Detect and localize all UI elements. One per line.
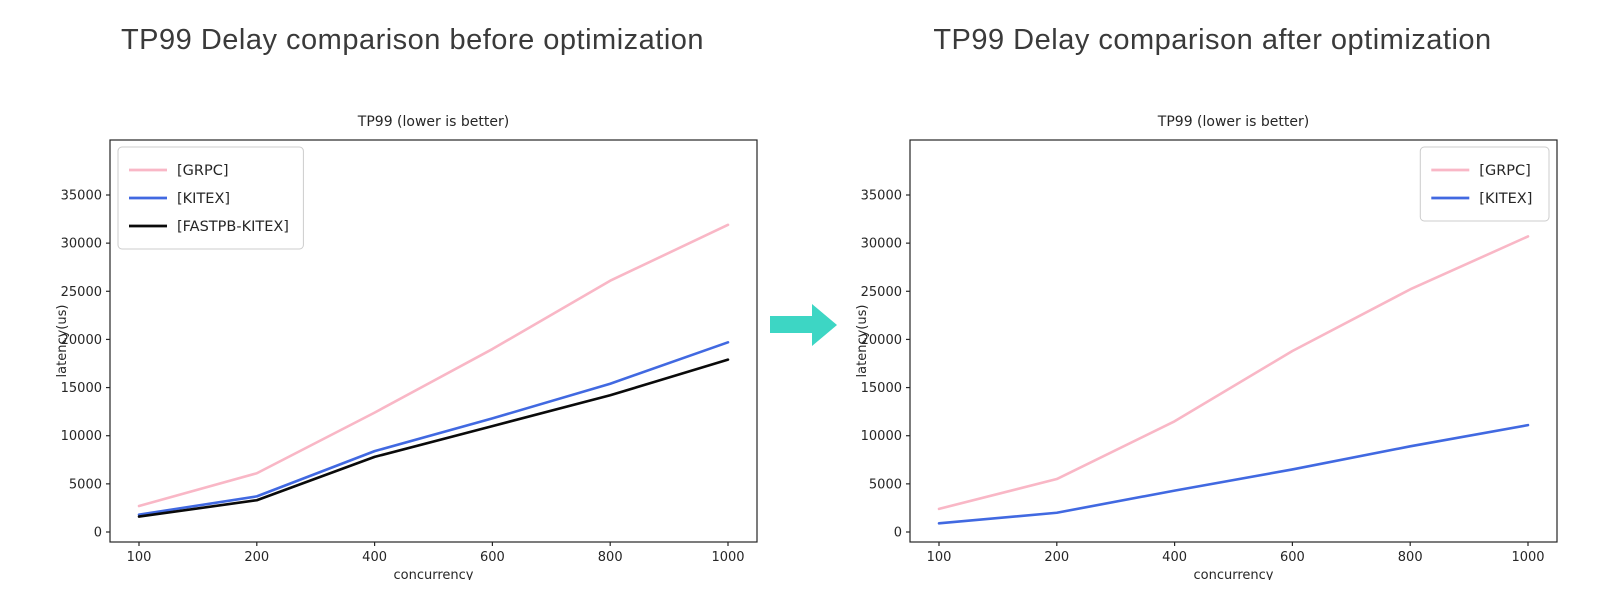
figure-before: TP99 Delay comparison before optimizatio… bbox=[55, 0, 770, 614]
legend-label: [GRPC] bbox=[177, 163, 229, 179]
y-axis-label: latency(us) bbox=[855, 305, 870, 378]
x-tick-label: 1000 bbox=[1511, 550, 1544, 565]
y-tick-label: 35000 bbox=[861, 189, 902, 204]
x-tick-label: 600 bbox=[1280, 550, 1305, 565]
y-tick-label: 20000 bbox=[61, 333, 102, 348]
x-tick-label: 400 bbox=[362, 550, 387, 565]
x-tick-label: 1000 bbox=[711, 550, 744, 565]
y-tick-label: 10000 bbox=[861, 429, 902, 444]
y-tick-label: 0 bbox=[894, 526, 902, 541]
legend: [GRPC] [KITEX] [FASTPB-KITEX] bbox=[117, 146, 304, 250]
legend-label: [KITEX] bbox=[177, 191, 230, 207]
y-tick-label: 15000 bbox=[61, 381, 102, 396]
chart-before: TP99 (lower is better) 0 5000 10000 15000 200… bbox=[55, 114, 758, 580]
x-tick-label: 100 bbox=[127, 550, 152, 565]
legend-label: [FASTPB-KITEX] bbox=[177, 219, 289, 235]
arrow-icon bbox=[770, 303, 838, 347]
series-line-kitex bbox=[137, 341, 730, 516]
plot-frame bbox=[909, 139, 1558, 543]
x-axis-label: concurrency bbox=[394, 568, 474, 580]
series-line-kitex bbox=[937, 423, 1530, 525]
y-tick-label: 10000 bbox=[61, 429, 102, 444]
y-tick-label: 35000 bbox=[61, 189, 102, 204]
chart-title: TP99 (lower is better) bbox=[357, 114, 509, 130]
figure-heading-before: TP99 Delay comparison before optimizatio… bbox=[120, 24, 705, 56]
right-arrow-icon bbox=[770, 304, 837, 346]
y-tick-label: 5000 bbox=[869, 477, 902, 492]
series-line-grpc bbox=[937, 235, 1530, 511]
right-arrow-shape bbox=[770, 304, 837, 346]
x-tick-label: 800 bbox=[598, 550, 623, 565]
y-tick-label: 0 bbox=[94, 526, 102, 541]
legend-label: [KITEX] bbox=[1479, 191, 1532, 207]
y-tick-label: 25000 bbox=[861, 285, 902, 300]
legend: [GRPC] [KITEX] bbox=[1419, 146, 1550, 222]
y-tick-label: 5000 bbox=[69, 477, 102, 492]
chart-after: TP99 (lower is better) 0 5000 10000 15000 200… bbox=[855, 114, 1558, 580]
legend-box bbox=[117, 146, 304, 250]
plot-frame bbox=[109, 139, 758, 543]
figure-after: TP99 Delay comparison after optimization… bbox=[855, 0, 1570, 614]
legend-label: [GRPC] bbox=[1479, 163, 1531, 179]
legend-box bbox=[1419, 146, 1550, 222]
x-tick-label: 100 bbox=[927, 550, 952, 565]
y-tick-label: 20000 bbox=[861, 333, 902, 348]
series-line-fastpb-kitex bbox=[137, 358, 730, 518]
y-axis-label: latency(us) bbox=[55, 305, 70, 378]
x-tick-label: 400 bbox=[1162, 550, 1187, 565]
x-tick-label: 800 bbox=[1398, 550, 1423, 565]
chart-title: TP99 (lower is better) bbox=[1157, 114, 1309, 130]
series-line-grpc bbox=[137, 223, 730, 508]
x-axis-label: concurrency bbox=[1194, 568, 1274, 580]
y-tick-label: 15000 bbox=[861, 381, 902, 396]
x-tick-label: 200 bbox=[1044, 550, 1069, 565]
y-tick-label: 30000 bbox=[861, 237, 902, 252]
y-tick-label: 30000 bbox=[61, 237, 102, 252]
x-tick-label: 600 bbox=[480, 550, 505, 565]
figure-heading-after: TP99 Delay comparison after optimization bbox=[933, 24, 1492, 56]
y-tick-label: 25000 bbox=[61, 285, 102, 300]
x-tick-label: 200 bbox=[244, 550, 269, 565]
